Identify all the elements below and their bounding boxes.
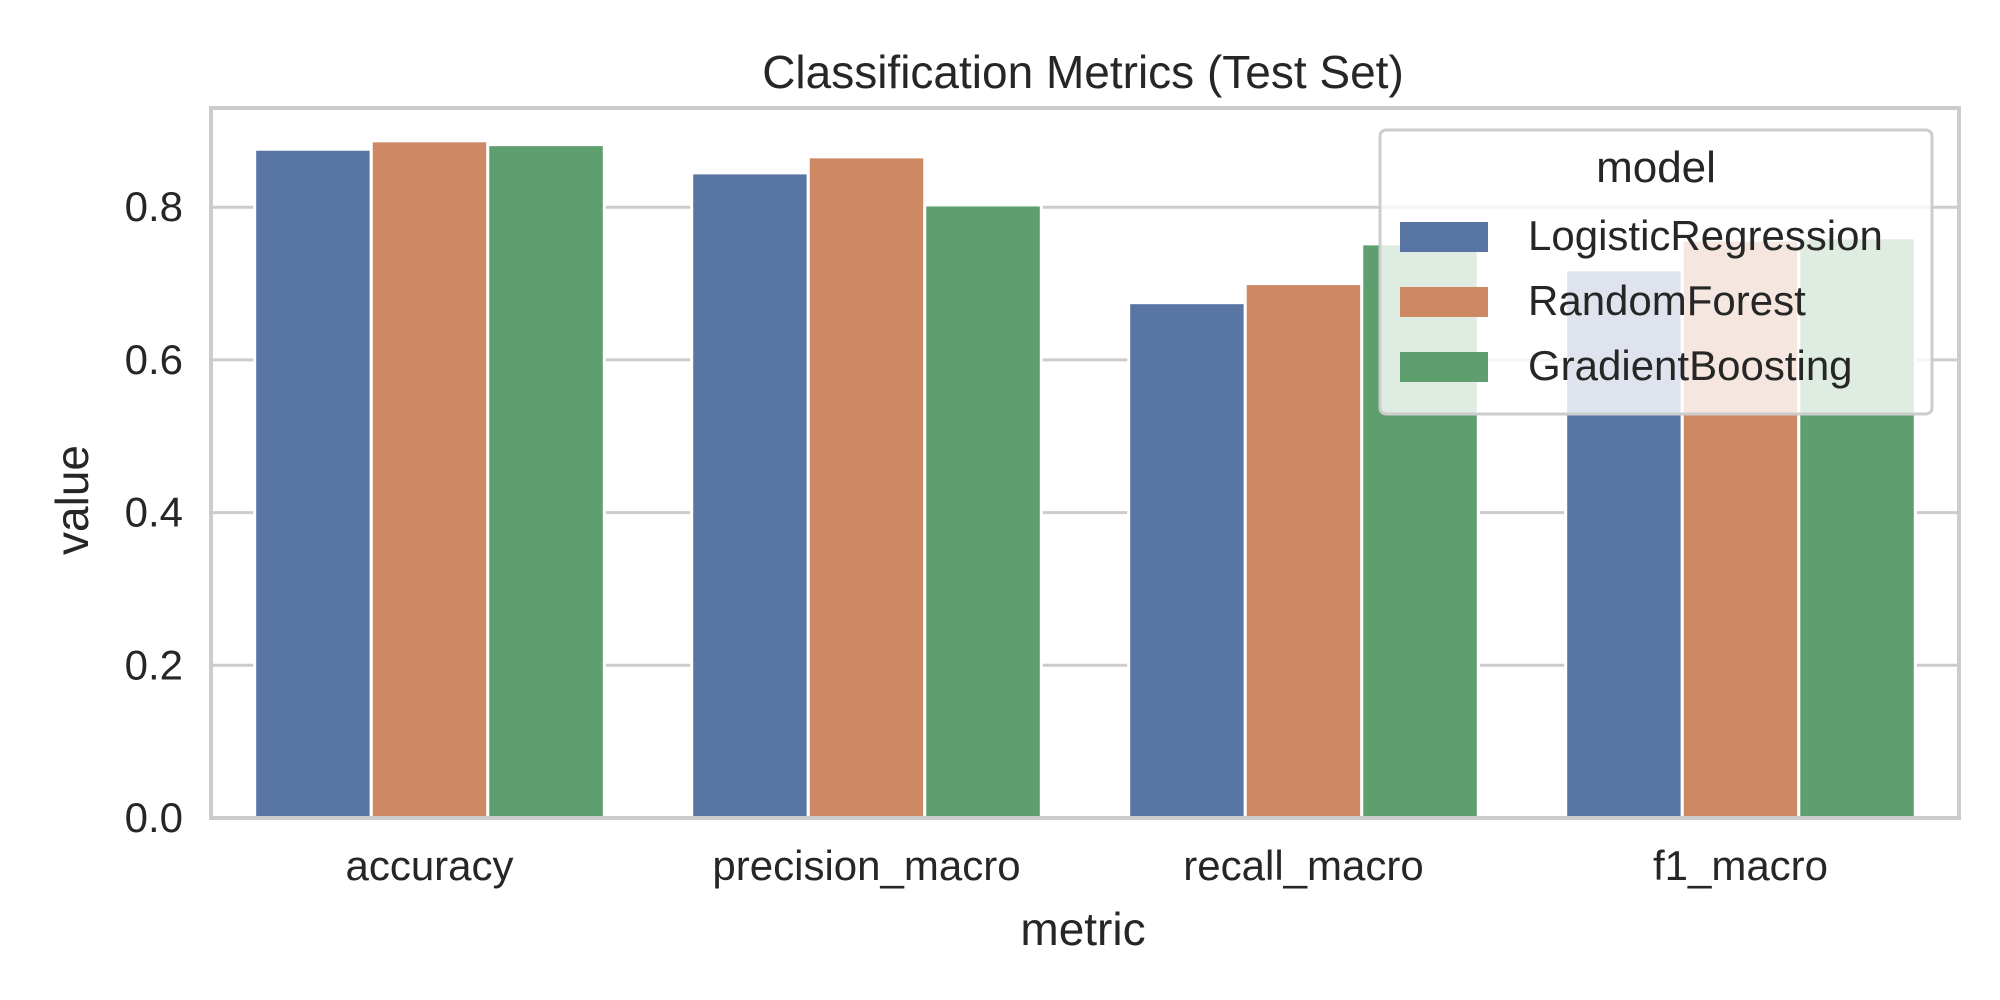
legend-label: GradientBoosting [1528, 342, 1853, 389]
bar-GradientBoosting-precision_macro [923, 203, 1043, 820]
y-tick-label: 0.8 [125, 183, 183, 230]
bar-RandomForest-recall_macro [1243, 282, 1364, 820]
bar-RandomForest-accuracy [369, 139, 490, 820]
legend-label: RandomForest [1528, 277, 1806, 324]
legend-swatch-GradientBoosting [1400, 352, 1488, 382]
legend-label: LogisticRegression [1528, 212, 1883, 259]
axis-layer: 0.0 0.2 0.4 0.6 0.8 accuracy precision_macro re… [125, 106, 1961, 889]
chart-title: Classification Metrics (Test Set) [762, 46, 1404, 98]
x-tick-label: recall_macro [1183, 842, 1423, 889]
plot-frame [209, 106, 1961, 820]
bar-GradientBoosting-accuracy [486, 143, 606, 820]
bar-LogisticRegression-accuracy [253, 147, 373, 820]
y-tick-label: 0.6 [125, 336, 183, 383]
legend: model LogisticRegression RandomForest Gradi… [1378, 128, 1934, 416]
y-tick-label: 0.2 [125, 641, 183, 688]
x-tick-label: precision_macro [712, 842, 1020, 889]
y-tick-label: 0.0 [125, 794, 183, 841]
bar-LogisticRegression-recall_macro [1127, 301, 1247, 820]
bar-LogisticRegression-precision_macro [690, 171, 810, 820]
legend-box [1378, 128, 1934, 416]
legend-title: model [1596, 143, 1716, 192]
legend-swatch-LogisticRegression [1400, 222, 1488, 252]
y-tick-label: 0.4 [125, 489, 183, 536]
legend-swatch-RandomForest [1400, 287, 1488, 317]
x-axis-label: metric [1020, 903, 1145, 955]
y-axis-label: value [46, 445, 98, 555]
x-tick-label: f1_macro [1653, 842, 1828, 889]
bar-RandomForest-precision_macro [806, 155, 927, 820]
x-tick-label: accuracy [345, 842, 513, 889]
